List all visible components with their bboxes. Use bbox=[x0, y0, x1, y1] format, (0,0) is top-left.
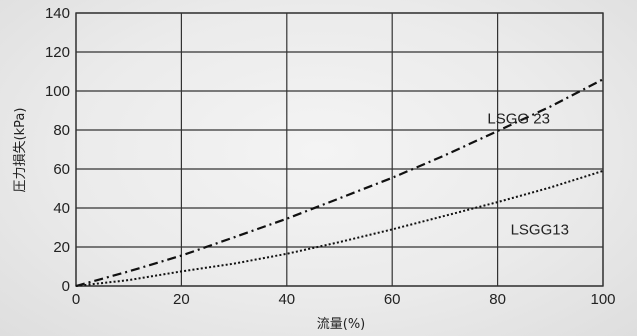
series-line-0 bbox=[75, 78, 604, 288]
series-label-1: LSGG13 bbox=[511, 221, 569, 238]
y-tick-label: 20 bbox=[53, 239, 70, 256]
y-tick-label: 80 bbox=[53, 122, 70, 139]
x-tick-label: 20 bbox=[173, 291, 190, 308]
x-tick-label: 100 bbox=[590, 291, 615, 308]
y-tick-label: 100 bbox=[45, 83, 70, 100]
x-tick-label: 0 bbox=[72, 291, 80, 308]
tick-labels: 0 20 40 60 80 100 0 20 40 60 80 100 120 140 bbox=[45, 5, 616, 308]
y-tick-label: 0 bbox=[62, 278, 70, 295]
x-tick-label: 40 bbox=[278, 291, 295, 308]
series-line-1 bbox=[75, 169, 604, 287]
y-tick-label: 120 bbox=[45, 44, 70, 61]
series-label-0: LSGG 23 bbox=[487, 110, 550, 127]
plot-frame bbox=[75, 12, 604, 287]
y-tick-label: 40 bbox=[53, 200, 70, 217]
series-annotations: LSGG 23 LSGG13 bbox=[487, 110, 569, 238]
x-tick-label: 80 bbox=[489, 291, 506, 308]
y-axis-title: 圧力損失(kPa) bbox=[13, 108, 28, 193]
series-lines bbox=[75, 78, 604, 288]
x-axis-title: 流量(%) bbox=[317, 317, 366, 332]
y-tick-label: 140 bbox=[45, 5, 70, 22]
x-tick-label: 60 bbox=[384, 291, 401, 308]
grid bbox=[75, 12, 604, 287]
y-tick-label: 60 bbox=[53, 161, 70, 178]
